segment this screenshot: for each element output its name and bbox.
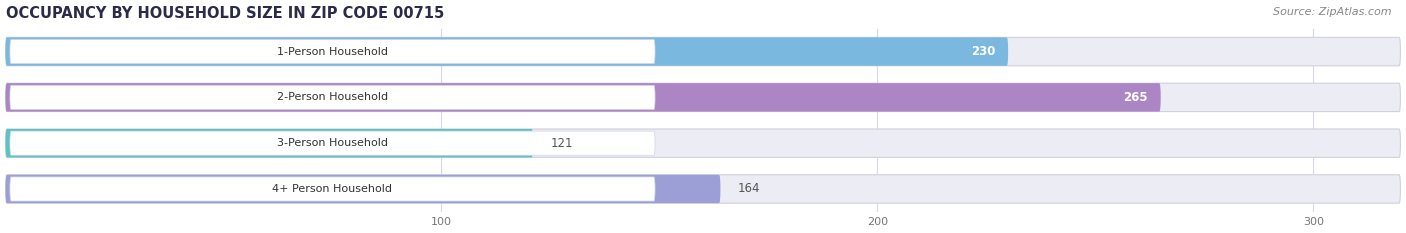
Text: 265: 265	[1123, 91, 1147, 104]
Text: 3-Person Household: 3-Person Household	[277, 138, 388, 148]
Text: Source: ZipAtlas.com: Source: ZipAtlas.com	[1274, 7, 1392, 17]
FancyBboxPatch shape	[6, 37, 1008, 66]
FancyBboxPatch shape	[6, 37, 1400, 66]
Text: 121: 121	[550, 137, 572, 150]
Text: 230: 230	[970, 45, 995, 58]
FancyBboxPatch shape	[6, 83, 1400, 112]
FancyBboxPatch shape	[6, 129, 533, 157]
Text: OCCUPANCY BY HOUSEHOLD SIZE IN ZIP CODE 00715: OCCUPANCY BY HOUSEHOLD SIZE IN ZIP CODE …	[6, 6, 444, 21]
FancyBboxPatch shape	[10, 85, 655, 110]
FancyBboxPatch shape	[6, 83, 1161, 112]
Text: 1-Person Household: 1-Person Household	[277, 47, 388, 57]
Text: 2-Person Household: 2-Person Household	[277, 92, 388, 102]
FancyBboxPatch shape	[10, 40, 655, 64]
FancyBboxPatch shape	[10, 131, 655, 155]
FancyBboxPatch shape	[6, 129, 1400, 157]
FancyBboxPatch shape	[10, 177, 655, 201]
Text: 4+ Person Household: 4+ Person Household	[273, 184, 392, 194]
Text: 164: 164	[738, 182, 761, 195]
FancyBboxPatch shape	[6, 175, 720, 203]
FancyBboxPatch shape	[6, 175, 1400, 203]
